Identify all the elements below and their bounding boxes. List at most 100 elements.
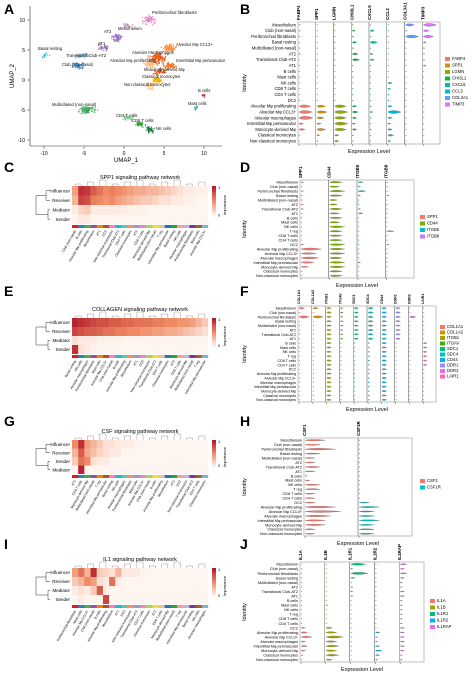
violin-shape [423,329,425,331]
violin-shape [369,111,374,113]
heatmap-cell [195,586,203,595]
umap-point [151,56,153,58]
umap-point [119,36,122,39]
heatmap-cell [189,195,196,205]
violin-shape [423,70,425,72]
violin-shape [340,355,342,357]
identity-label: Interstitial Mφ perivascular [247,121,297,126]
umap-point [152,19,154,21]
heatmap-cell [84,345,91,354]
umap-point [153,18,155,20]
heatmap-colour-strip [121,355,128,358]
gene-header: COL1A2 [311,290,315,304]
violin-shape [352,122,356,125]
violin-shape [316,53,318,55]
legend-label: COL1A1 [447,324,464,329]
heatmap-cell [146,186,153,196]
heatmap-col-dendrogram [74,433,206,440]
legend-label: CXCL5 [452,82,466,87]
heatmap-cell [183,318,190,327]
violin-shape [423,386,425,388]
gene-header: IL1B [323,549,328,560]
heatmap-cell [152,457,159,466]
heatmap-col-dendrogram [74,311,206,318]
gene-header: IL1R1 [348,547,353,560]
umap-point [153,78,156,81]
violin-shape [369,76,372,78]
heatmap-cell [177,465,184,474]
heatmap-cell [158,465,165,474]
heatmap-colour-strip [158,355,165,358]
heatmap-colour-strip [102,475,110,478]
umap-point [81,66,84,68]
heatmap-colour-strip [201,605,209,608]
violin-shape [340,381,342,383]
violin-shape [316,128,326,131]
heatmap-col-label: T reg [175,609,182,618]
heatmap-colour-strip [146,355,153,358]
umap-plot-area [30,6,222,146]
identity-label: Alveolar macrophages [260,640,298,644]
heatmap-cell [84,186,91,196]
identity-label: Interstitial Mφ perivascular [258,519,303,523]
identity-label: Peribronchial fibroblasts [257,572,298,576]
umap-point [74,56,77,59]
violin-shape [298,116,314,120]
heatmap-cell [158,214,165,224]
heatmap-cell [140,586,147,595]
violin-shape [357,212,364,215]
violin-shape [312,355,314,357]
gene-header: ITGAV [338,293,342,304]
violin-shape [395,324,401,327]
violin-shape [395,355,397,357]
violin-shape [409,368,411,370]
umap-point [171,50,174,52]
gene-header: CHI3L1 [349,4,354,20]
legend-label: IL1B [437,605,446,610]
heatmap-cell [84,440,91,449]
violin-shape [340,377,342,379]
heatmap-colour-strip [121,605,128,608]
heatmap-cell [146,465,153,474]
violin-shape [329,230,343,233]
umap-point [106,45,109,48]
umap-point [101,46,103,48]
violin-shape [312,329,314,331]
umap-point [103,46,106,48]
umap-point [142,20,144,22]
umap-point [168,46,171,49]
heatmap-cell [183,440,190,449]
umap-point [149,58,151,61]
umap-y-tick-label: 5 [22,48,25,54]
violin-shape [300,221,303,223]
violin-shape [386,244,390,246]
umap-point [45,52,48,54]
heatmap-cell [201,195,209,205]
umap-point [164,53,166,55]
violin-shape [329,225,345,228]
umap-point [149,64,151,67]
violin-shape [395,373,397,375]
violin-shape [300,577,303,579]
umap-point [160,70,162,72]
heatmap-colour-strip [72,225,79,228]
violin-shape [329,243,345,246]
heatmap-cell [102,186,110,196]
heatmap-row-label: Mediator [52,338,70,343]
umap-point [194,108,197,111]
heatmap-cell [189,327,196,336]
heatmap-colour-strip [189,475,196,478]
violin-shape [334,70,336,72]
identity-label: Alveolar Mφ proliferating [257,247,298,251]
heatmap-cell [127,595,135,604]
umap-point [148,16,150,18]
violin-shape [358,488,361,490]
umap-point [157,57,159,60]
umap-cluster-label: Alveolar Mφ proliferating [110,58,156,63]
umap-point [82,64,85,67]
heatmap-cell [170,214,178,224]
heatmap-panel-e: COLLAGEN signaling pathway networkInflue… [35,307,227,395]
legend-swatch [420,485,425,490]
violin-shape [387,93,390,96]
violin-shape [304,528,316,530]
